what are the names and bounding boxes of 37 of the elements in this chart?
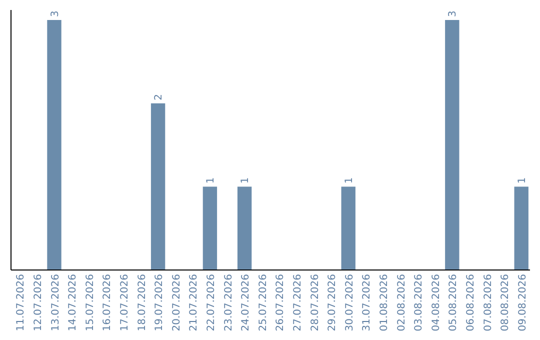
x-tick-label: 06.08.2026 — [465, 274, 476, 332]
data-label: 3 — [448, 10, 459, 17]
x-tick-label: 09.08.2026 — [517, 274, 528, 332]
x-tick-label: 12.07.2026 — [32, 274, 44, 332]
x-tick-label: 22.07.2026 — [206, 274, 217, 332]
x-tick-label: 16.07.2026 — [102, 274, 114, 332]
x-tick-label: 25.07.2026 — [258, 274, 269, 332]
x-tick-label: 13.07.2026 — [50, 274, 62, 332]
x-tick-label: 24.07.2026 — [240, 274, 252, 332]
x-tick-label: 19.07.2026 — [154, 274, 166, 332]
x-tick-label: 01.08.2026 — [378, 274, 390, 332]
data-label: 3 — [50, 10, 61, 17]
x-tick-label: 07.08.2026 — [482, 274, 494, 332]
data-label: 1 — [516, 177, 528, 184]
data-label: 2 — [154, 94, 165, 100]
x-tick-label: 23.07.2026 — [223, 274, 234, 332]
x-tick-label: 21.07.2026 — [188, 274, 200, 332]
x-tick-label: 05.08.2026 — [448, 274, 460, 332]
data-label: 1 — [205, 177, 216, 184]
x-tick-label: 11.07.2026 — [16, 274, 27, 332]
x-tick-label: 26.07.2026 — [275, 274, 286, 332]
x-tick-label: 18.07.2026 — [136, 274, 148, 332]
x-tick-label: 15.07.2026 — [84, 274, 96, 332]
data-label: 1 — [344, 177, 355, 184]
x-tick-label: 20.07.2026 — [171, 274, 182, 332]
x-tick-label: 02.08.2026 — [396, 274, 408, 332]
x-tick-label: 08.08.2026 — [500, 274, 512, 332]
x-tick-label: 29.07.2026 — [327, 274, 338, 332]
data-label: 1 — [240, 177, 252, 184]
x-tick-label: 14.07.2026 — [68, 274, 79, 332]
x-tick-label: 28.07.2026 — [310, 274, 321, 332]
x-tick-label: 27.07.2026 — [292, 274, 304, 332]
x-tick-label: 03.08.2026 — [414, 274, 425, 332]
x-tick-label: 31.07.2026 — [362, 274, 373, 332]
x-tick-label: 04.08.2026 — [430, 274, 442, 332]
x-tick-label: 17.07.2026 — [119, 274, 130, 332]
x-tick-label: 30.07.2026 — [344, 274, 356, 332]
